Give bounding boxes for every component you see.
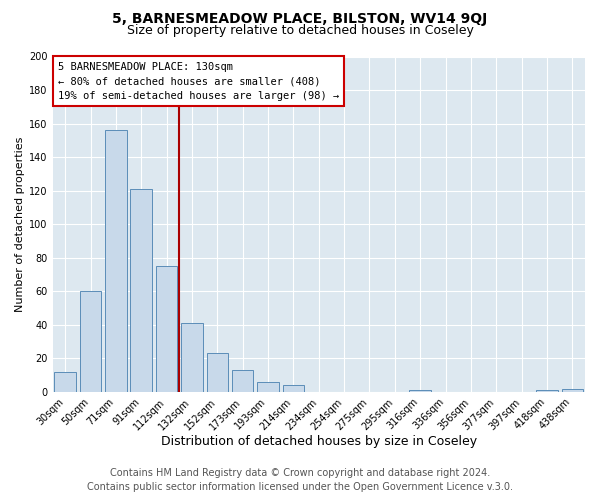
Bar [409,390,431,392]
Bar [105,130,127,392]
Bar [181,323,203,392]
Bar [206,354,228,392]
Y-axis label: Number of detached properties: Number of detached properties [15,136,25,312]
Text: Contains HM Land Registry data © Crown copyright and database right 2024.
Contai: Contains HM Land Registry data © Crown c… [87,468,513,492]
Bar [562,388,583,392]
Text: Size of property relative to detached houses in Coseley: Size of property relative to detached ho… [127,24,473,37]
Bar [130,189,152,392]
Text: 5, BARNESMEADOW PLACE, BILSTON, WV14 9QJ: 5, BARNESMEADOW PLACE, BILSTON, WV14 9QJ [112,12,488,26]
Bar [156,266,178,392]
Bar [232,370,253,392]
Bar [257,382,279,392]
Bar [80,292,101,392]
Bar [55,372,76,392]
Bar [536,390,558,392]
Bar [283,385,304,392]
X-axis label: Distribution of detached houses by size in Coseley: Distribution of detached houses by size … [161,434,477,448]
Text: 5 BARNESMEADOW PLACE: 130sqm
← 80% of detached houses are smaller (408)
19% of s: 5 BARNESMEADOW PLACE: 130sqm ← 80% of de… [58,62,339,101]
